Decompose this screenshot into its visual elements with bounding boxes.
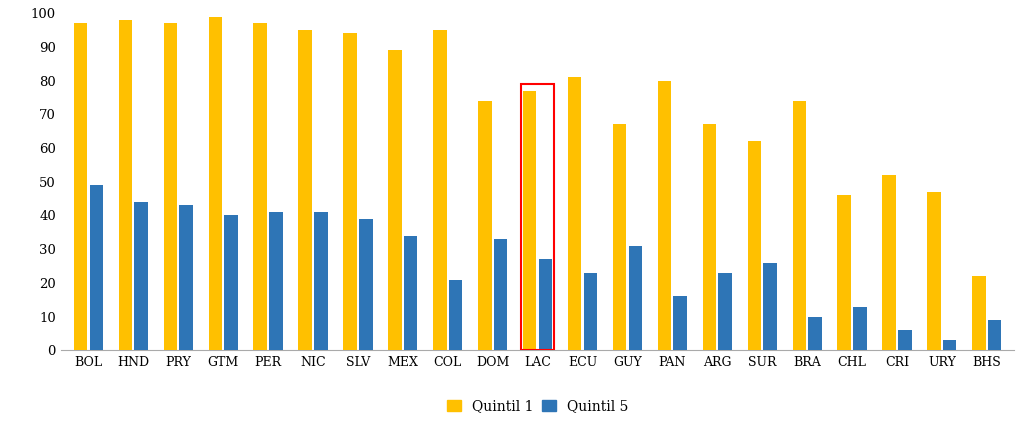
Bar (539, 259, 552, 350)
Bar (134, 202, 147, 350)
Bar (928, 192, 941, 350)
Bar (808, 317, 821, 350)
Bar (521, 84, 554, 350)
Bar (702, 124, 716, 350)
Bar (763, 263, 777, 350)
Bar (898, 330, 911, 350)
Legend: Quintil 1, Quintil 5: Quintil 1, Quintil 5 (442, 396, 633, 418)
Bar (314, 212, 328, 350)
Bar (164, 23, 177, 350)
Bar (179, 205, 193, 350)
Bar (298, 30, 312, 350)
Bar (584, 273, 597, 350)
Bar (988, 320, 1001, 350)
Bar (359, 219, 373, 350)
Bar (523, 91, 537, 350)
Bar (224, 215, 238, 350)
Bar (719, 273, 732, 350)
Bar (269, 212, 283, 350)
Bar (748, 141, 761, 350)
Bar (119, 20, 132, 350)
Bar (478, 101, 492, 350)
Bar (883, 175, 896, 350)
Bar (433, 30, 446, 350)
Bar (853, 307, 866, 350)
Bar (343, 33, 356, 350)
Bar (612, 124, 627, 350)
Bar (972, 276, 986, 350)
Bar (838, 195, 851, 350)
Bar (209, 17, 222, 350)
Bar (449, 279, 463, 350)
Bar (629, 246, 642, 350)
Bar (89, 185, 103, 350)
Bar (388, 50, 401, 350)
Bar (403, 236, 418, 350)
Bar (793, 101, 806, 350)
Bar (254, 23, 267, 350)
Bar (943, 340, 956, 350)
Bar (74, 23, 87, 350)
Bar (657, 81, 672, 350)
Bar (674, 297, 687, 350)
Bar (568, 77, 582, 350)
Bar (494, 239, 507, 350)
